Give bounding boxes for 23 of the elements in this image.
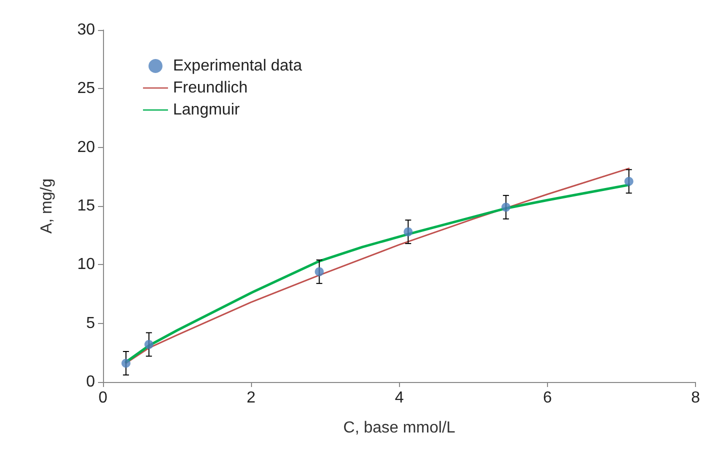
legend-label: Experimental data — [173, 58, 302, 74]
x-axis-title: C, base mmol/L — [343, 420, 456, 436]
legend-label: Langmuir — [173, 102, 240, 118]
y-tick-label: 30 — [77, 22, 96, 38]
y-tick-label: 10 — [77, 256, 96, 274]
x-tick-label: 0 — [98, 390, 108, 406]
y-tick-label: 0 — [86, 374, 96, 390]
y-tick-label: 25 — [77, 80, 96, 98]
legend-label: Freundlich — [173, 80, 248, 96]
y-tick-label: 20 — [77, 138, 96, 156]
y-tick-label: 5 — [86, 314, 96, 332]
x-tick-label: 6 — [542, 390, 552, 406]
point — [624, 176, 634, 186]
point — [121, 358, 130, 368]
x-tick-label: 4 — [394, 390, 404, 406]
y-axis-title: A, mg/g — [38, 178, 56, 234]
point — [501, 202, 510, 212]
point — [314, 267, 324, 276]
x-tick-label: 8 — [691, 390, 700, 406]
point — [144, 340, 154, 349]
y-tick-label: 15 — [77, 198, 96, 214]
x-tick-label: 2 — [246, 390, 256, 406]
point — [404, 227, 413, 236]
